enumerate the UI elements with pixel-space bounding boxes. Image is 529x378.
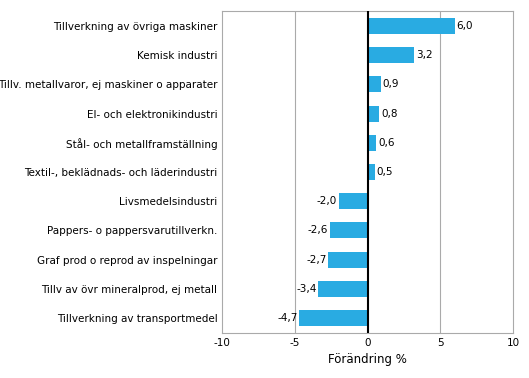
- Bar: [368, 47, 414, 63]
- Bar: [368, 164, 375, 180]
- Bar: [368, 76, 381, 92]
- Text: -2,0: -2,0: [316, 196, 337, 206]
- Text: 0,6: 0,6: [378, 138, 395, 148]
- Text: -3,4: -3,4: [296, 284, 316, 294]
- Text: -2,7: -2,7: [306, 255, 326, 265]
- Bar: [299, 310, 368, 326]
- Text: 0,9: 0,9: [382, 79, 399, 89]
- Bar: [318, 281, 368, 297]
- Text: 0,8: 0,8: [381, 108, 397, 119]
- Bar: [339, 193, 368, 209]
- Text: 0,5: 0,5: [377, 167, 393, 177]
- Bar: [329, 252, 368, 268]
- Text: -4,7: -4,7: [277, 313, 297, 323]
- Text: 3,2: 3,2: [416, 50, 433, 60]
- Text: 6,0: 6,0: [457, 21, 473, 31]
- Bar: [368, 135, 376, 151]
- Bar: [330, 222, 368, 239]
- Bar: [368, 105, 379, 122]
- X-axis label: Förändring %: Förändring %: [328, 353, 407, 366]
- Bar: [368, 18, 455, 34]
- Text: -2,6: -2,6: [308, 225, 328, 235]
